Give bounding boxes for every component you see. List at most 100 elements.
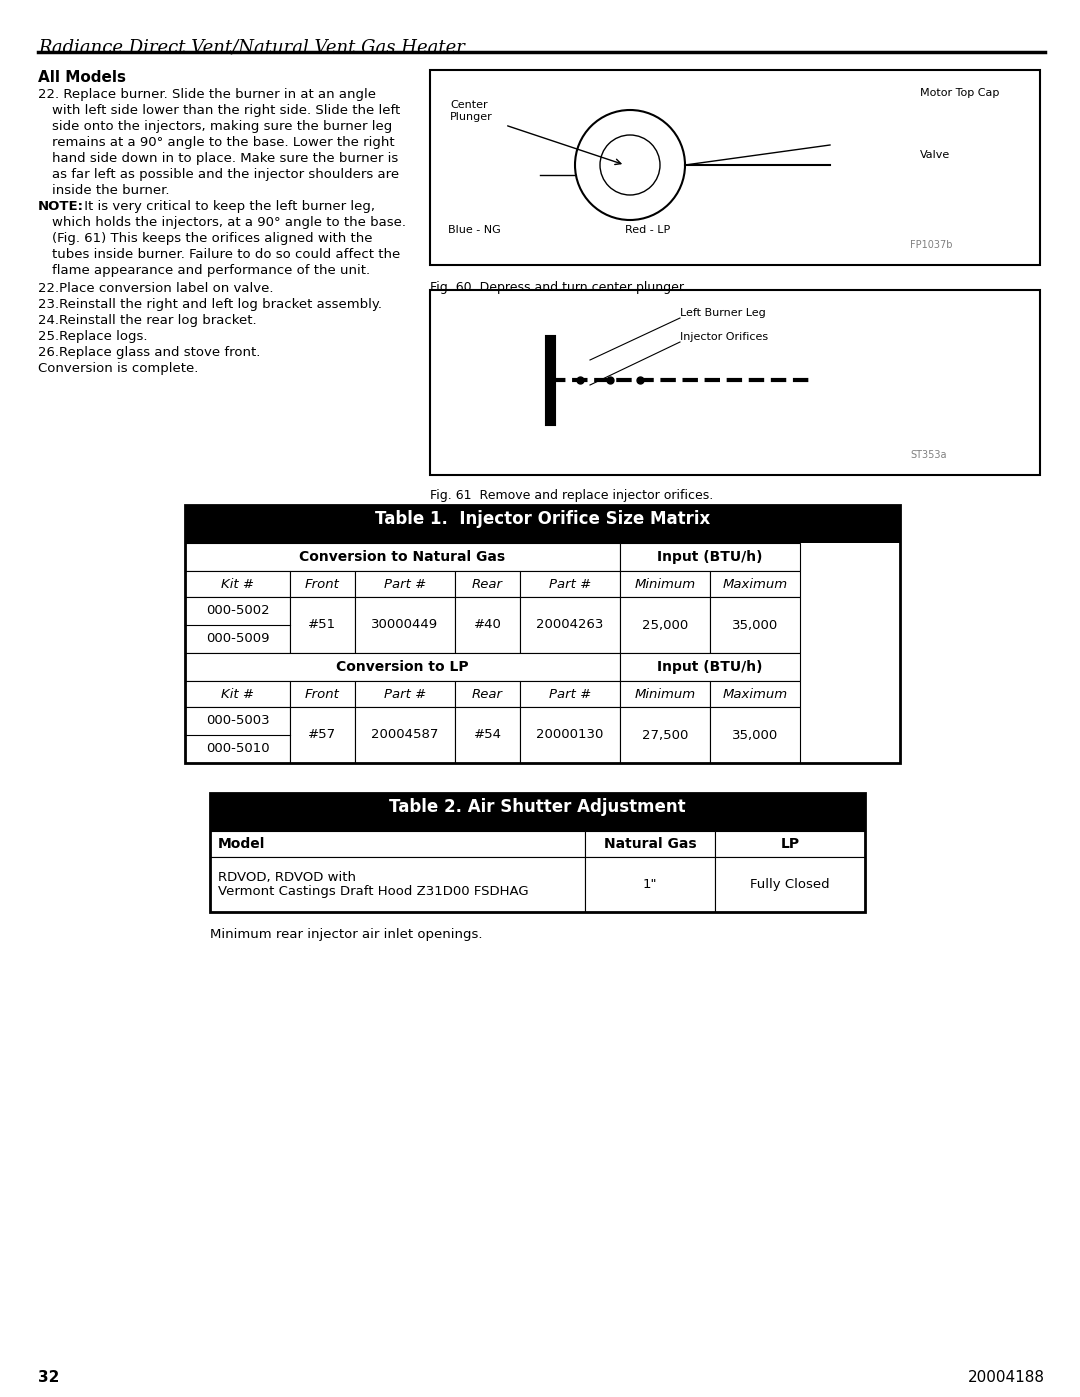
Text: tubes inside burner. Failure to do so could affect the: tubes inside burner. Failure to do so co…	[52, 249, 401, 261]
Bar	[715, 856, 865, 912]
Bar	[355, 680, 455, 707]
Bar	[455, 597, 519, 652]
Text: Front: Front	[305, 687, 340, 700]
Text: inside the burner.: inside the burner.	[52, 184, 170, 197]
Bar	[455, 680, 519, 707]
Text: 20004263: 20004263	[537, 619, 604, 631]
Bar	[620, 680, 710, 707]
Text: 000-5010: 000-5010	[205, 742, 269, 756]
Text: It is very critical to keep the left burner leg,: It is very critical to keep the left bur…	[80, 200, 375, 212]
Bar	[519, 597, 620, 652]
Text: 26.Replace glass and stove front.: 26.Replace glass and stove front.	[38, 346, 260, 359]
Bar	[210, 856, 585, 912]
Text: 20004188: 20004188	[968, 1370, 1045, 1384]
Bar	[620, 543, 800, 571]
Bar	[291, 680, 355, 707]
Bar	[715, 831, 865, 856]
Bar	[210, 831, 585, 856]
Text: 000-5002: 000-5002	[205, 605, 269, 617]
Text: RDVOD, RDVOD with
Vermont Castings Draft Hood Z31D00 FSDHAG: RDVOD, RDVOD with Vermont Castings Draft…	[218, 870, 528, 898]
Bar	[620, 652, 800, 680]
Text: Fully Closed: Fully Closed	[751, 877, 829, 891]
Text: (Fig. 61) This keeps the orifices aligned with the: (Fig. 61) This keeps the orifices aligne…	[52, 232, 373, 244]
Bar	[710, 571, 800, 597]
Bar	[519, 571, 620, 597]
Text: Left Burner Leg: Left Burner Leg	[680, 307, 766, 319]
Text: Kit #: Kit #	[221, 687, 254, 700]
Bar	[710, 707, 800, 763]
Text: as far left as possible and the injector shoulders are: as far left as possible and the injector…	[52, 168, 400, 182]
Text: #51: #51	[309, 619, 337, 631]
Text: Part #: Part #	[383, 577, 427, 591]
Bar	[455, 571, 519, 597]
Bar	[185, 571, 291, 597]
Bar	[185, 504, 900, 763]
Text: Blue - NG: Blue - NG	[448, 225, 501, 235]
Bar	[430, 70, 1040, 265]
Text: 30000449: 30000449	[372, 619, 438, 631]
Bar	[519, 680, 620, 707]
Bar	[210, 793, 865, 912]
Bar	[430, 291, 1040, 475]
Text: 25,000: 25,000	[642, 619, 688, 631]
Text: Minimum: Minimum	[634, 687, 696, 700]
Text: Part #: Part #	[383, 687, 427, 700]
Text: Valve: Valve	[920, 149, 950, 161]
Bar	[519, 707, 620, 763]
Text: 000-5009: 000-5009	[206, 633, 269, 645]
Text: hand side down in to place. Make sure the burner is: hand side down in to place. Make sure th…	[52, 152, 399, 165]
Text: Injector Orifices: Injector Orifices	[680, 332, 768, 342]
Text: Part #: Part #	[549, 577, 591, 591]
Text: Table 2. Air Shutter Adjustment: Table 2. Air Shutter Adjustment	[389, 798, 686, 816]
Text: 27,500: 27,500	[642, 728, 688, 742]
Text: Rear: Rear	[472, 687, 503, 700]
Bar	[355, 707, 455, 763]
Bar	[185, 652, 620, 680]
Text: FP1037b: FP1037b	[910, 240, 953, 250]
Bar	[291, 707, 355, 763]
Text: Part #: Part #	[549, 687, 591, 700]
Text: which holds the injectors, at a 90° angle to the base.: which holds the injectors, at a 90° angl…	[52, 217, 406, 229]
Text: 000-5003: 000-5003	[205, 714, 269, 728]
Bar	[185, 504, 900, 543]
Bar	[355, 571, 455, 597]
Text: Rear: Rear	[472, 577, 503, 591]
Text: Model: Model	[218, 837, 266, 851]
Text: Input (BTU/h): Input (BTU/h)	[658, 550, 762, 564]
Text: Plunger: Plunger	[450, 112, 492, 122]
Bar	[710, 597, 800, 652]
Text: LP: LP	[781, 837, 799, 851]
Text: Fig. 61  Remove and replace injector orifices.: Fig. 61 Remove and replace injector orif…	[430, 489, 713, 502]
Text: 24.Reinstall the rear log bracket.: 24.Reinstall the rear log bracket.	[38, 314, 257, 327]
Bar	[710, 680, 800, 707]
Text: Fig. 60  Depress and turn center plunger.: Fig. 60 Depress and turn center plunger.	[430, 281, 687, 293]
Bar	[185, 707, 291, 763]
Text: remains at a 90° angle to the base. Lower the right: remains at a 90° angle to the base. Lowe…	[52, 136, 394, 149]
Bar	[210, 793, 865, 831]
Text: 1": 1"	[643, 877, 658, 891]
Bar	[620, 597, 710, 652]
Text: All Models: All Models	[38, 70, 126, 85]
Text: #54: #54	[473, 728, 501, 742]
Text: 35,000: 35,000	[732, 728, 778, 742]
Text: Input (BTU/h): Input (BTU/h)	[658, 659, 762, 673]
Text: Maximum: Maximum	[723, 577, 787, 591]
Text: NOTE:: NOTE:	[38, 200, 84, 212]
Text: Natural Gas: Natural Gas	[604, 837, 697, 851]
Text: Radiance Direct Vent/Natural Vent Gas Heater: Radiance Direct Vent/Natural Vent Gas He…	[38, 38, 464, 56]
Text: 22.Place conversion label on valve.: 22.Place conversion label on valve.	[38, 282, 273, 295]
Bar	[455, 707, 519, 763]
Text: side onto the injectors, making sure the burner leg: side onto the injectors, making sure the…	[52, 120, 392, 133]
Text: with left side lower than the right side. Slide the left: with left side lower than the right side…	[52, 103, 401, 117]
Text: Conversion to Natural Gas: Conversion to Natural Gas	[299, 550, 505, 564]
Text: 35,000: 35,000	[732, 619, 778, 631]
Text: Center: Center	[450, 101, 488, 110]
Bar	[185, 597, 291, 652]
Text: Conversion is complete.: Conversion is complete.	[38, 362, 199, 374]
Bar	[620, 707, 710, 763]
Text: #57: #57	[309, 728, 337, 742]
Text: 20004587: 20004587	[372, 728, 438, 742]
Text: Motor Top Cap: Motor Top Cap	[920, 88, 999, 98]
Bar	[620, 571, 710, 597]
Text: Red - LP: Red - LP	[625, 225, 671, 235]
